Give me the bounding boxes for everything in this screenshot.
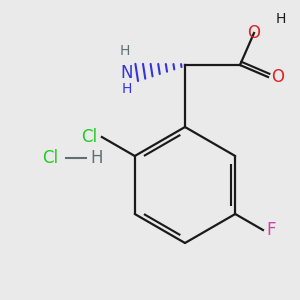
Text: H: H [122, 82, 132, 96]
Text: O: O [248, 24, 260, 42]
Text: H: H [120, 44, 130, 58]
Text: N: N [121, 64, 133, 82]
Text: H: H [90, 149, 103, 167]
Text: F: F [266, 221, 275, 239]
Text: H: H [276, 12, 286, 26]
Text: Cl: Cl [42, 149, 58, 167]
Text: O: O [271, 68, 284, 86]
Text: Cl: Cl [81, 128, 97, 146]
